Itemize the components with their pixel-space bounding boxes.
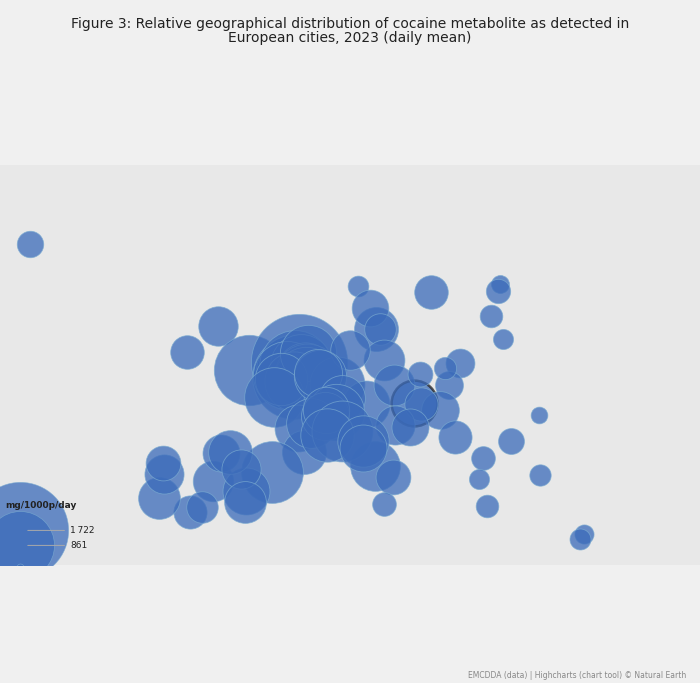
Point [213,320,224,331]
Point [293,357,304,367]
Point [25,239,36,250]
Point [449,432,460,443]
Point [319,410,330,421]
Point [485,311,496,322]
Point [336,392,347,403]
Point [352,281,363,292]
Point [295,359,307,370]
Point [435,405,446,416]
Point [575,533,586,544]
Point [331,379,342,390]
Point [153,492,164,503]
Point [477,453,489,464]
Point [578,528,589,539]
Text: 861: 861 [28,541,88,550]
Point [439,363,450,374]
Point [236,464,247,475]
Point [494,278,505,289]
Point [281,370,293,380]
Point [370,323,382,334]
Point [298,447,309,458]
Text: EMCDDA (data) | Highcharts (chart tool) © Natural Earth: EMCDDA (data) | Highcharts (chart tool) … [468,671,686,680]
Point [239,497,251,507]
Point [197,501,208,512]
Point [474,473,485,484]
Point [15,562,26,573]
Point [344,344,356,355]
Point [364,303,375,314]
Point [300,374,312,385]
Point [288,367,300,378]
Point [414,369,426,380]
Point [158,469,169,479]
Point [336,426,347,436]
Point [492,285,503,296]
Point [208,476,219,487]
Point [314,371,326,382]
Point [15,540,26,551]
Point [408,398,419,408]
Point [299,365,310,376]
Text: European cities, 2023 (daily mean): European cities, 2023 (daily mean) [228,31,472,44]
Point [158,458,169,469]
Point [378,499,389,510]
Point [15,525,26,536]
Point [330,406,341,417]
Point [454,358,466,369]
Point [379,354,390,365]
Point [534,470,545,481]
Point [215,447,226,458]
Point [444,379,455,390]
Point [389,419,400,430]
Point [225,447,236,458]
Point [533,410,544,421]
Point [182,347,193,358]
Point [321,404,332,415]
Point [389,379,400,390]
Point [482,500,493,511]
Point [358,435,369,446]
Text: 0: 0 [0,682,1,683]
Point [497,333,508,344]
Point [293,423,304,434]
Point [374,324,386,335]
Point [505,436,517,447]
Point [268,391,279,402]
Point [357,442,368,453]
Point [241,485,252,496]
Point [370,461,381,472]
Point [416,398,427,409]
Point [266,466,277,477]
Point [301,372,312,382]
Point [387,471,398,482]
Point [425,287,436,298]
Point [312,367,323,378]
Point [288,372,299,382]
Point [289,376,300,387]
Point [243,365,254,376]
Text: mg/1000p/day: mg/1000p/day [5,501,76,510]
Point [302,348,314,359]
Text: Figure 3: Relative geographical distribution of cocaine metabolite as detected i: Figure 3: Relative geographical distribu… [71,17,629,31]
Point [404,422,415,433]
Point [360,399,372,410]
Point [275,374,286,385]
Point [185,506,196,517]
Point [289,361,300,372]
Point [306,418,317,429]
Text: 1 722: 1 722 [28,526,94,535]
Point [321,429,332,440]
